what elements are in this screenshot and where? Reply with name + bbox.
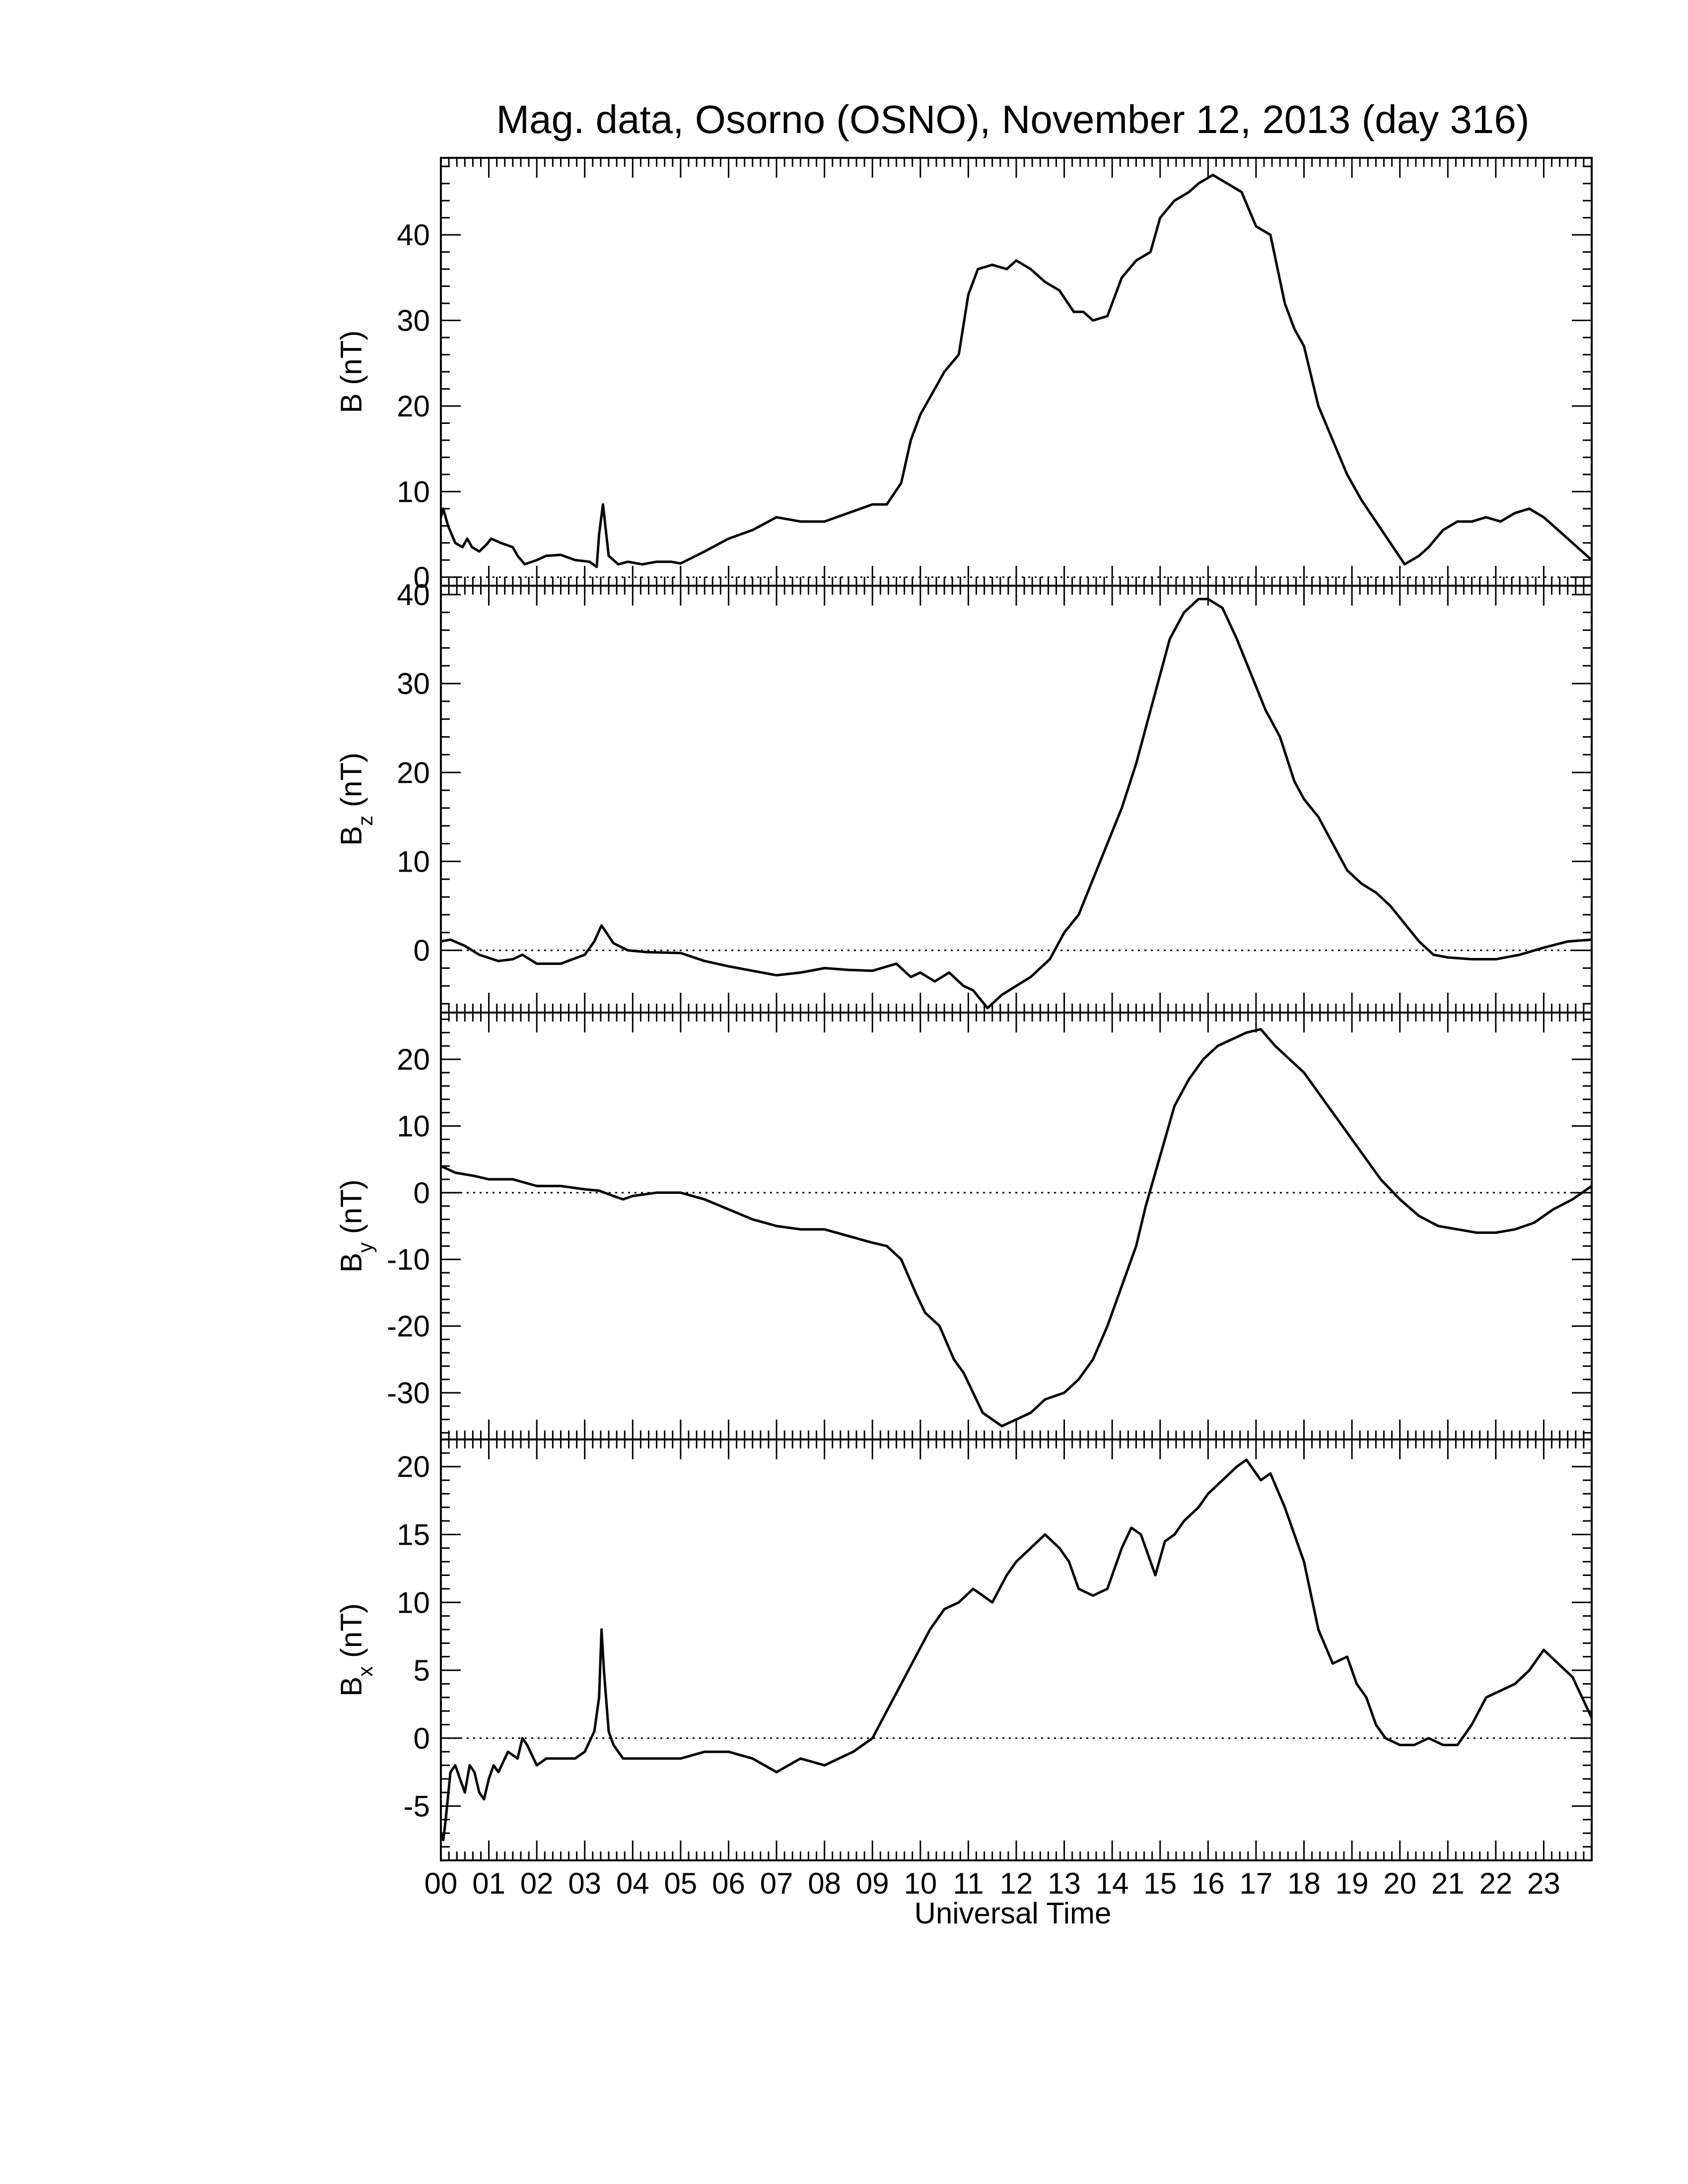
y-tick-label: 15 <box>397 1518 430 1551</box>
y-axis-label-unit: (nT) <box>335 752 368 816</box>
x-axis-label: Universal Time <box>914 1897 1112 1930</box>
y-tick-label: 40 <box>397 578 430 612</box>
x-tick-label: 06 <box>712 1867 745 1900</box>
x-tick-label: 01 <box>472 1867 505 1900</box>
x-tick-label: 19 <box>1336 1867 1369 1900</box>
y-axis-label-subscript: y <box>353 1242 377 1253</box>
y-tick-label: 0 <box>414 1722 430 1755</box>
x-tick-label: 14 <box>1096 1867 1129 1900</box>
y-tick-label: 30 <box>397 667 430 700</box>
y-axis-label-main: B <box>335 1253 368 1273</box>
y-axis-label-unit: (nT) <box>335 1179 368 1242</box>
series-line-bz <box>440 598 1592 1010</box>
y-tick-label: 0 <box>414 1176 430 1210</box>
y-tick-label: 10 <box>397 475 430 508</box>
y-axis-label-b-total: B (nT) <box>335 331 368 413</box>
y-tick-label: 10 <box>397 1586 430 1619</box>
y-tick-label: 10 <box>397 845 430 878</box>
y-axis-label-bz: Bz (nT) <box>335 752 377 846</box>
y-tick-label: 20 <box>397 1450 430 1484</box>
y-axis-label-unit: (nT) <box>335 1603 368 1666</box>
x-tick-label: 15 <box>1143 1867 1177 1900</box>
x-tick-label: 07 <box>760 1867 793 1900</box>
x-tick-label: 05 <box>664 1867 698 1900</box>
x-tick-label: 18 <box>1287 1867 1321 1900</box>
series-line-by <box>440 1028 1593 1428</box>
y-tick-label: 5 <box>414 1654 430 1687</box>
panel-b-total: 0 10 20 30 40 B (nT) <box>335 157 1593 594</box>
y-tick-label: -30 <box>387 1376 430 1410</box>
y-axis-label-subscript: x <box>353 1666 377 1677</box>
plot-panels: 0 10 20 30 40 B (nT) 0 10 20 30 40 Bz (nT) -30 -20 -10… <box>335 157 1593 1861</box>
panel-by: -30 -20 -10 0 10 20 By (nT) <box>335 1012 1593 1440</box>
y-axis-label-bx: Bx (nT) <box>335 1603 377 1697</box>
y-tick-label: -10 <box>387 1243 430 1276</box>
chart-title: Mag. data, Osorno (OSNO), November 12, 2… <box>496 97 1530 141</box>
x-tick-label: 00 <box>424 1867 458 1900</box>
y-tick-label: -20 <box>387 1310 430 1343</box>
y-tick-label: 20 <box>397 390 430 423</box>
x-tick-label: 17 <box>1240 1867 1273 1900</box>
x-tick-label: 10 <box>904 1867 937 1900</box>
x-tick-label: 11 <box>953 1867 984 1900</box>
x-tick-label: 23 <box>1527 1867 1560 1900</box>
x-tick-label: 04 <box>616 1867 649 1900</box>
y-axis-label-by: By (nT) <box>335 1179 377 1273</box>
x-tick-label: 16 <box>1192 1867 1225 1900</box>
y-tick-label: 0 <box>414 934 430 967</box>
y-tick-label: -5 <box>404 1790 430 1823</box>
x-tick-label: 20 <box>1383 1867 1416 1900</box>
y-tick-label: 30 <box>397 304 430 338</box>
y-tick-label: 20 <box>397 756 430 789</box>
x-tick-label: 03 <box>568 1867 601 1900</box>
x-tick-label: 12 <box>1000 1867 1033 1900</box>
x-tick-labels: 00 01 02 03 04 05 06 07 08 09 10 11 12 13 14 15 16 17 18 19… <box>424 1867 1560 1900</box>
x-tick-label: 22 <box>1479 1867 1512 1900</box>
x-tick-label: 13 <box>1048 1867 1081 1900</box>
panel-bx: -5 0 5 10 15 20 Bx (nT) <box>335 1438 1593 1861</box>
y-tick-label: 10 <box>397 1109 430 1143</box>
y-axis-label-main: B <box>335 1677 368 1697</box>
y-axis-label-main: B <box>335 826 368 846</box>
x-tick-label: 08 <box>808 1867 841 1900</box>
series-line-b-total <box>439 174 1593 568</box>
y-axis-label-main: B (nT) <box>335 331 368 413</box>
y-tick-label: 20 <box>397 1043 430 1076</box>
y-tick-label: 40 <box>397 218 430 252</box>
x-tick-label: 21 <box>1431 1867 1465 1900</box>
x-tick-label: 02 <box>520 1867 554 1900</box>
y-tick-label: 0 <box>414 561 430 594</box>
x-tick-label: 09 <box>856 1867 889 1900</box>
series-line-bx <box>439 1458 1593 1842</box>
y-axis-label-subscript: z <box>353 816 377 826</box>
